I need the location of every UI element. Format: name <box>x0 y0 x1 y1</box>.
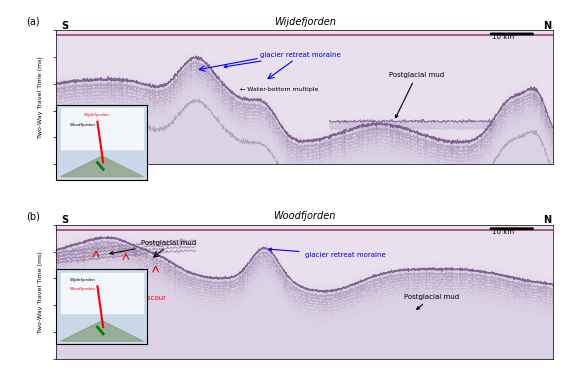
Text: glacier retreat moraine: glacier retreat moraine <box>269 248 385 258</box>
Text: S: S <box>61 215 68 226</box>
Text: Wijdefjorden: Wijdefjorden <box>274 16 336 27</box>
Text: Woodfjorden: Woodfjorden <box>70 123 96 127</box>
Text: Wijdefjorden: Wijdefjorden <box>70 278 96 282</box>
Text: Wijdefjorden: Wijdefjorden <box>83 113 109 117</box>
Text: Woodfjorden: Woodfjorden <box>70 287 96 291</box>
Text: 10 km: 10 km <box>492 34 514 40</box>
Text: N: N <box>543 21 551 31</box>
Y-axis label: Two-Way Travel Time (ms): Two-Way Travel Time (ms) <box>38 251 43 333</box>
Text: glacier retreat moraine: glacier retreat moraine <box>224 52 341 68</box>
Text: Postglacial mud: Postglacial mud <box>389 72 444 118</box>
Text: Woodfjorden: Woodfjorden <box>274 211 336 221</box>
Text: Postglacial mud: Postglacial mud <box>110 240 196 254</box>
Text: ← Water-bottom multiple: ← Water-bottom multiple <box>240 86 319 92</box>
Text: glacier scour: glacier scour <box>121 295 166 301</box>
Text: Postglacial mud: Postglacial mud <box>404 294 459 309</box>
Text: N: N <box>543 215 551 226</box>
Text: (b): (b) <box>27 211 41 221</box>
Text: 10 km: 10 km <box>492 229 514 235</box>
Text: S: S <box>61 21 68 31</box>
Y-axis label: Two-Way Travel Time (ms): Two-Way Travel Time (ms) <box>38 56 43 138</box>
Text: (a): (a) <box>27 16 40 27</box>
